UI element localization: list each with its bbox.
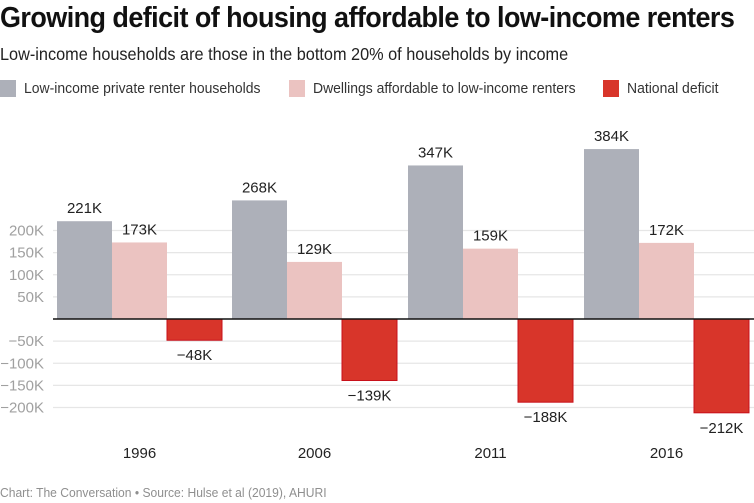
bar-renters-2006 [232, 200, 287, 319]
bars [57, 149, 750, 414]
value-label: −139K [348, 388, 392, 405]
value-label: 384K [594, 128, 629, 145]
bar-renters-2016 [584, 149, 639, 319]
y-tick-label: 100K [9, 267, 44, 284]
value-label: 159K [473, 228, 508, 245]
bar-deficit-2011 [517, 318, 574, 403]
x-axis-label: 2016 [650, 445, 683, 462]
bar-renters-2011 [408, 165, 463, 319]
y-tick-label: −200K [0, 400, 44, 417]
x-axis-label: 2006 [298, 445, 331, 462]
y-tick-label: −150K [0, 377, 44, 394]
value-label: 221K [67, 200, 102, 217]
legend-label: Dwellings affordable to low-income rente… [313, 80, 576, 97]
chart-subtitle: Low-income households are those in the b… [0, 44, 569, 64]
value-labels: 221K 268K 347K 384K 173K 129K 159K 172K −48K −139… [67, 128, 743, 437]
value-label: 173K [122, 221, 157, 238]
value-label: 172K [649, 222, 684, 239]
legend: Low-income private renter households Dwe… [0, 80, 754, 98]
value-label: −48K [177, 347, 212, 364]
x-axis-label: 2011 [474, 445, 506, 462]
y-tick-label: 50K [17, 289, 44, 306]
value-label: 268K [242, 179, 277, 196]
chart-title: Growing deficit of housing affordable to… [0, 2, 735, 34]
legend-item-national-deficit: National deficit [603, 80, 725, 97]
value-label: 129K [297, 241, 332, 258]
bar-deficit-1996 [166, 318, 223, 341]
value-label: 347K [418, 144, 453, 161]
bar-deficit-2006 [341, 318, 398, 382]
bar-affordable-2006 [287, 261, 342, 319]
legend-swatch-grey [0, 80, 16, 97]
legend-label: Low-income private renter households [24, 80, 261, 97]
legend-label: National deficit [627, 80, 719, 97]
y-tick-label: 200K [9, 223, 44, 240]
value-label: −212K [700, 420, 744, 437]
legend-item-affordable-dwellings: Dwellings affordable to low-income rente… [289, 80, 595, 97]
y-axis-ticks: 200K 150K 100K 50K −50K −100K −150K −200K [0, 223, 44, 417]
legend-swatch-red [603, 80, 619, 97]
bar-affordable-1996 [112, 242, 167, 319]
bar-affordable-2016 [639, 242, 694, 319]
bar-affordable-2011 [463, 248, 518, 319]
x-axis-labels: 1996 2006 2011 2016 [123, 445, 683, 462]
y-tick-label: −100K [0, 355, 44, 372]
legend-item-renter-households: Low-income private renter households [0, 80, 278, 97]
bar-renters-1996 [57, 221, 112, 319]
x-axis-label: 1996 [123, 445, 156, 462]
bar-deficit-2016 [693, 318, 750, 414]
legend-swatch-pink [289, 80, 305, 97]
chart-source: Chart: The Conversation • Source: Hulse … [0, 485, 327, 500]
y-tick-label: 150K [9, 245, 44, 262]
y-tick-label: −50K [9, 333, 44, 350]
value-label: −188K [524, 409, 568, 426]
